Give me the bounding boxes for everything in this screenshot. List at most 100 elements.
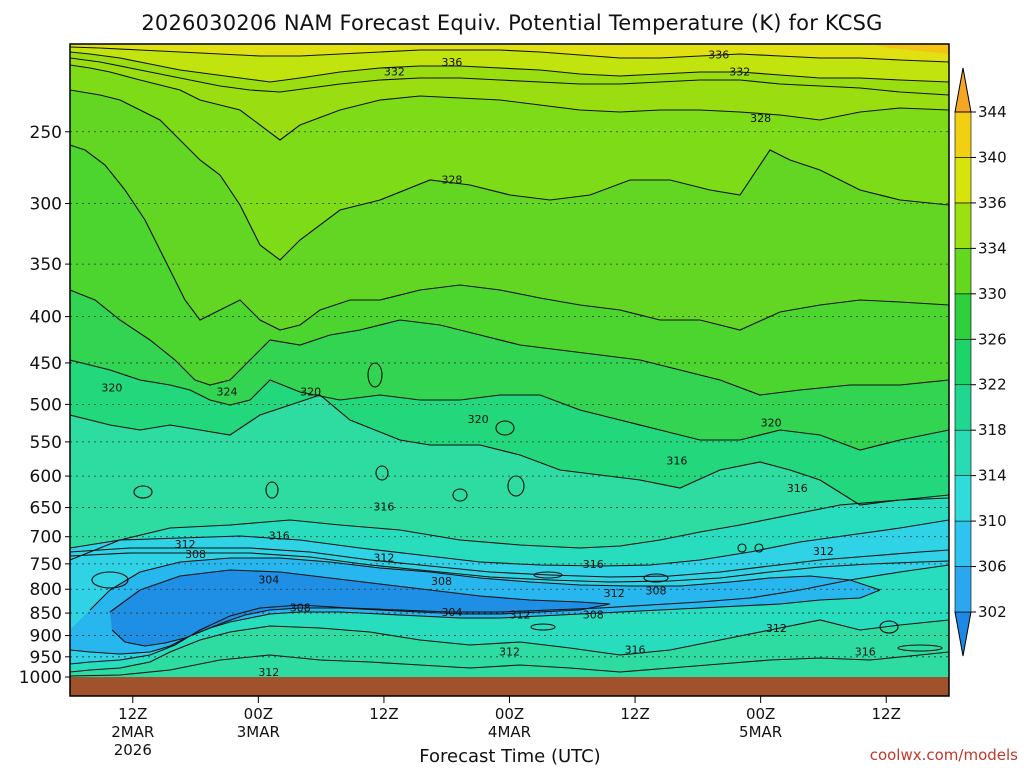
contour-label: 328	[750, 112, 771, 125]
contour-label: 316	[666, 454, 687, 467]
contour-line	[533, 571, 563, 579]
contour-label: 328	[441, 174, 462, 187]
y-tick-label: 750	[30, 555, 62, 575]
contour-line	[70, 64, 949, 141]
y-tick-label: 500	[30, 395, 62, 415]
contour-line	[109, 569, 611, 613]
contour-label: 336	[708, 49, 729, 62]
contour-label: 308	[646, 585, 667, 598]
contour-label: 312	[604, 587, 625, 600]
contour-label: 316	[583, 558, 604, 571]
colorbar-label: 330	[978, 285, 1007, 303]
contour-line	[70, 289, 949, 396]
contour-line	[89, 557, 881, 611]
y-tick-label: 450	[30, 354, 62, 374]
colorbar-segment	[954, 475, 972, 522]
contour-line	[70, 497, 949, 561]
contour-line	[265, 481, 279, 499]
contour-label: 304	[441, 606, 462, 619]
contour-line	[643, 573, 669, 583]
contour-label: 312	[373, 552, 394, 565]
x-tick-label: 4MAR	[488, 723, 531, 741]
y-axis: 250 300 350 400 450 500 550 600 650 700 750 800 850 9…	[19, 123, 70, 688]
y-tick-label: 600	[30, 467, 62, 487]
colorbar-label: 302	[978, 603, 1007, 621]
y-tick-label: 950	[30, 648, 62, 668]
contour-line	[495, 420, 515, 436]
y-tick-label: 700	[30, 528, 62, 548]
contour-label: 308	[290, 601, 311, 614]
x-tick-label: 12Z	[118, 705, 147, 723]
contour-line	[111, 603, 611, 647]
contour-line	[70, 547, 949, 578]
contour-line	[70, 359, 949, 451]
contour-line	[70, 89, 949, 261]
contour-line	[70, 589, 881, 655]
contour-line	[367, 362, 383, 388]
contour-line	[70, 57, 949, 96]
x-tick-label: 5MAR	[739, 723, 782, 741]
y-tick-label: 650	[30, 499, 62, 519]
colorbar-segment	[954, 429, 972, 476]
y-tick-label: 350	[30, 255, 62, 275]
colorbar-extend-high	[954, 67, 972, 113]
band-340	[870, 44, 949, 54]
contour-label: 320	[468, 413, 489, 426]
colorbar-label: 340	[978, 148, 1007, 166]
contour-label: 332	[384, 65, 405, 78]
contour-line	[70, 564, 949, 665]
contour-label: 320	[761, 417, 782, 430]
contour-label: 308	[583, 608, 604, 621]
colorbar-label: 344	[978, 103, 1007, 121]
contour-line	[530, 623, 556, 631]
contour-label: 316	[373, 501, 394, 514]
gridlines	[70, 131, 949, 658]
contour-label: 308	[185, 548, 206, 561]
contour-label: 312	[813, 545, 834, 558]
contour-lines	[70, 46, 949, 677]
colorbar-extend-low	[954, 611, 972, 657]
watermark-text: coolwx.com/models	[870, 746, 1018, 764]
colorbar-segment	[954, 248, 972, 295]
contour-line	[70, 394, 949, 506]
contour-label: 316	[269, 530, 290, 543]
contour-label: 312	[766, 622, 787, 635]
contour-line	[737, 543, 747, 553]
colorbar-label: 334	[978, 239, 1007, 257]
contour-line	[879, 620, 899, 634]
x-axis-label: Forecast Time (UTC)	[419, 746, 600, 767]
x-tick-label: 3MAR	[237, 723, 280, 741]
contour-label: 320	[300, 385, 321, 398]
ground	[70, 677, 949, 696]
colorbar-segment	[954, 293, 972, 340]
contour-line	[897, 644, 943, 652]
colorbar: 302 306 310 314 318 322 326 330 334 336 340 344	[954, 67, 1007, 657]
contour-label: 324	[216, 385, 237, 398]
contour-line	[70, 144, 949, 331]
colorbar-segment	[954, 202, 972, 249]
colorbar-segment	[954, 520, 972, 567]
x-tick-label: 00Z	[495, 705, 524, 723]
colorbar-label: 326	[978, 330, 1007, 348]
colorbar-label: 314	[978, 467, 1007, 485]
contour-label: 312	[175, 538, 196, 551]
contour-line	[70, 51, 949, 83]
contour-label: 304	[258, 573, 279, 586]
y-tick-label: 850	[30, 604, 62, 624]
colorbar-segment	[954, 566, 972, 613]
chart-title: 2026030206 NAM Forecast Equiv. Potential…	[141, 11, 882, 35]
contour-line	[452, 488, 468, 502]
x-tick-label: 2026	[114, 741, 152, 759]
y-tick-label: 900	[30, 627, 62, 647]
contour-line	[70, 651, 949, 677]
contour-line	[70, 46, 949, 63]
colorbar-segment	[954, 384, 972, 431]
x-tick-label: 00Z	[244, 705, 273, 723]
y-tick-label: 300	[30, 194, 62, 214]
contour-label: 316	[787, 482, 808, 495]
colorbar-segment	[954, 157, 972, 204]
x-tick-label: 12Z	[369, 705, 398, 723]
